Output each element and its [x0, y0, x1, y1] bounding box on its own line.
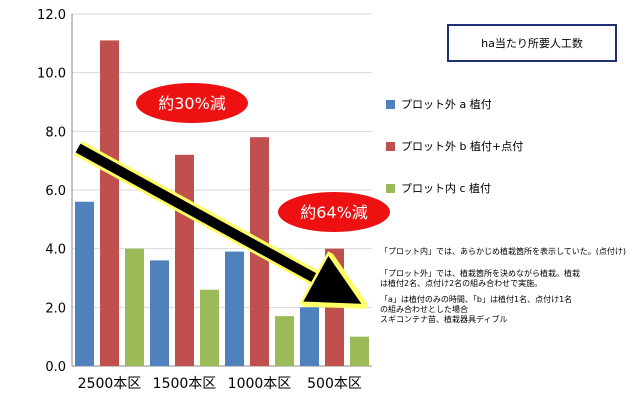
y-tick-label: 4.0 — [45, 243, 66, 258]
bar-0-0 — [75, 201, 94, 366]
x-tick-label: 1000本区 — [228, 376, 292, 392]
note-line-5: の組み合わせとした場合 — [380, 305, 468, 314]
annotation-64-text: 約64%減 — [300, 203, 368, 222]
note-line-4: 「a」は植付のみの時間、「b」は植付1名、点付け1名 — [380, 295, 573, 304]
annotation-64: 約64%減 — [278, 192, 390, 232]
legend-swatch-a — [386, 99, 395, 109]
annotation-30-text: 約30%減 — [158, 94, 226, 113]
legend-item-b: プロット外 b 植付+点付 — [386, 138, 566, 154]
y-tick-labels: 0.0 2.0 4.0 6.0 8.0 10.0 12.0 — [37, 8, 66, 375]
legend-label-c: プロット内 c 植付 — [401, 182, 492, 195]
bar-3-2 — [350, 336, 369, 366]
y-tick-label: 10.0 — [37, 67, 66, 82]
annotation-30: 約30%減 — [136, 83, 248, 123]
y-tick-label: 6.0 — [45, 184, 66, 199]
axes — [71, 14, 372, 367]
legend-swatch-b — [386, 141, 395, 151]
note-line-1: 「プロット内」では、あらかじめ植栽箇所を表示していた。(点付け) — [380, 247, 626, 256]
y-tick-label: 8.0 — [45, 125, 66, 140]
bar-1-0 — [150, 260, 169, 366]
bar-0-1 — [100, 40, 119, 367]
trend-arrow — [74, 140, 348, 296]
note-line-3: は植付2名、点付け2名の組み合わせで実施。 — [380, 279, 543, 288]
x-tick-label: 1500本区 — [153, 376, 217, 392]
bar-2-0 — [225, 251, 244, 366]
x-tick-label: 2500本区 — [78, 376, 142, 392]
y-tick-label: 12.0 — [37, 8, 66, 23]
x-tick-labels: 2500本区 1500本区 1000本区 500本区 — [78, 376, 362, 392]
y-tick-label: 0.0 — [45, 360, 66, 375]
note-line-6: スギコンテナ苗、植栽器具ディブル — [380, 315, 508, 324]
bar-3-0 — [300, 307, 319, 366]
legend-swatch-c — [386, 183, 395, 193]
note-box: 「プロット内」では、あらかじめ植栽箇所を表示していた。(点付け) 「プロット外」… — [380, 247, 626, 325]
chart-title-text: ha当たり所要人工数 — [481, 37, 583, 50]
bars — [75, 40, 369, 367]
legend-item-c: プロット内 c 植付 — [386, 180, 566, 196]
x-tick-label: 500本区 — [307, 376, 362, 392]
note-line-2: 「プロット外」では、植栽箇所を決めながら植栽。植栽 — [380, 269, 580, 278]
legend: プロット外 a 植付 プロット外 b 植付+点付 プロット内 c 植付 — [386, 96, 566, 222]
legend-label-a: プロット外 a 植付 — [401, 98, 492, 111]
legend-item-a: プロット外 a 植付 — [386, 96, 566, 112]
bar-2-2 — [275, 316, 294, 366]
y-tick-label: 2.0 — [45, 301, 66, 316]
legend-label-b: プロット外 b 植付+点付 — [401, 140, 524, 153]
bar-3-1 — [325, 248, 344, 366]
bar-0-2 — [125, 248, 144, 366]
chart-title: ha当たり所要人工数 — [447, 24, 617, 62]
bar-1-2 — [200, 289, 219, 366]
bar-1-1 — [175, 154, 194, 366]
